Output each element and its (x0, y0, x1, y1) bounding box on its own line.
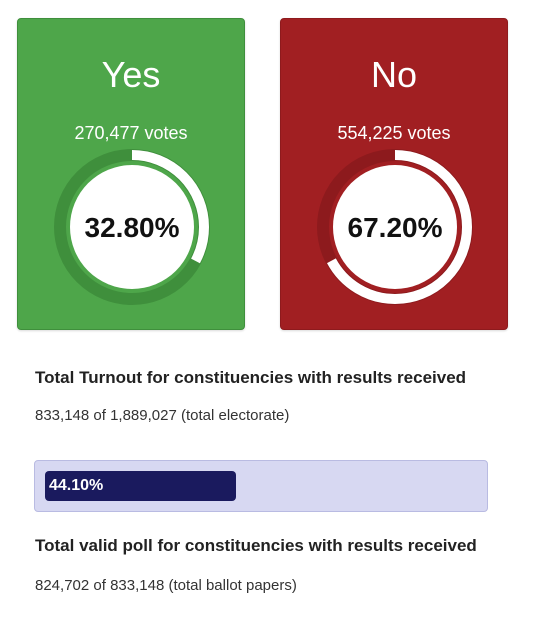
no-gauge-center (333, 165, 457, 289)
no-label: No (370, 54, 418, 95)
yes-gauge-arc (55, 150, 209, 304)
turnout-progress-bar: 44.10% (34, 460, 488, 512)
turnout-heading: Total Turnout for constituencies with re… (35, 368, 467, 387)
yes-gauge-center (70, 165, 194, 289)
yes-percent: 32.80% (85, 212, 180, 243)
no-gauge: 67.20% (317, 149, 473, 305)
turnout-section: Total Turnout for constituencies with re… (35, 364, 495, 426)
yes-gauge: 32.80% (54, 149, 210, 305)
yes-votes: 270,477 votes (74, 123, 188, 143)
yes-label: Yes (101, 54, 161, 95)
valid-poll-section: Total valid poll for constituencies with… (35, 532, 495, 596)
turnout-percent: 44.10% (49, 477, 104, 494)
turnout-summary: 833,148 of 1,889,027 (total electorate) (35, 407, 290, 424)
valid-poll-summary: 824,702 of 833,148 (total ballot papers) (35, 577, 297, 594)
no-card: No 554,225 votes 67.20% (280, 18, 508, 330)
no-votes: 554,225 votes (337, 123, 451, 143)
valid-poll-heading: Total valid poll for constituencies with… (35, 536, 477, 555)
turnout-progress-fill: 44.10% (45, 471, 236, 501)
results-cards: Yes 270,477 votes 32.80% No 554,225 vote… (17, 18, 508, 330)
no-gauge-arc (318, 150, 472, 304)
no-percent: 67.20% (348, 212, 443, 243)
yes-card: Yes 270,477 votes 32.80% (17, 18, 245, 330)
